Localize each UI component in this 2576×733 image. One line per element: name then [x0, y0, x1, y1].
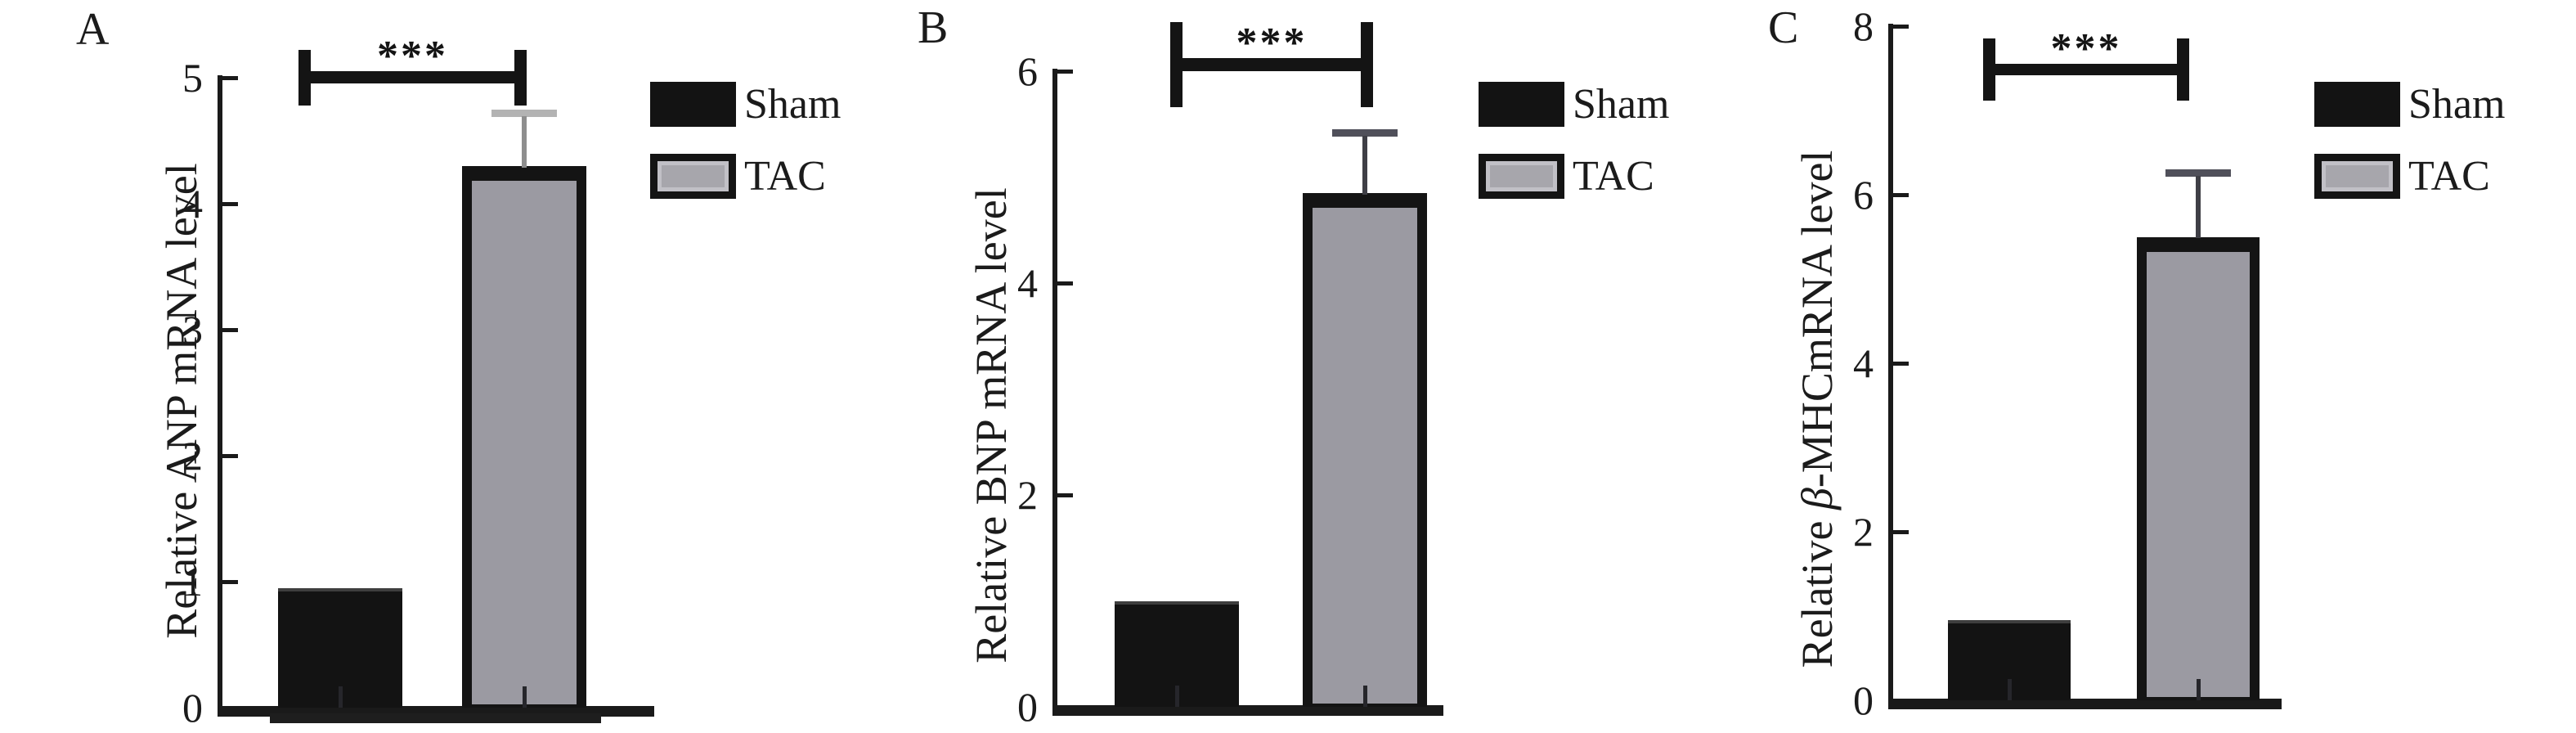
- error-bar-stem: [2196, 176, 2201, 239]
- significance-bracket-cap-left: [1170, 22, 1183, 107]
- bar-tac-fill: [1313, 207, 1417, 704]
- x-tick: [2197, 679, 2201, 700]
- y-tick: [1057, 493, 1073, 497]
- error-bar-cap: [2165, 169, 2231, 178]
- legend: Sham TAC: [1479, 82, 1669, 226]
- y-tick: [222, 202, 238, 206]
- y-tick-label: 2: [182, 433, 203, 479]
- bar-tac: [1303, 192, 1427, 707]
- y-tick: [222, 328, 238, 332]
- y-tick: [1893, 362, 1909, 366]
- y-tick-label: 4: [1017, 260, 1038, 306]
- y-axis-label: Relative BNP mRNA level: [967, 187, 1016, 663]
- significance-bracket-bar: [1176, 58, 1367, 71]
- legend-label-tac: TAC: [2408, 152, 2490, 200]
- legend-item-sham: Sham: [2314, 82, 2505, 127]
- significance-label: ***: [1236, 20, 1308, 66]
- bar-tac: [2137, 236, 2260, 700]
- y-tick: [222, 580, 238, 584]
- x-tick: [2008, 679, 2012, 700]
- legend-item-tac: TAC: [1479, 154, 1669, 199]
- error-bar-stem: [522, 115, 527, 168]
- legend-label-sham: Sham: [1573, 80, 1670, 128]
- legend: Sham TAC: [2314, 82, 2505, 226]
- significance-label: ***: [2050, 25, 2122, 72]
- significance-bracket-cap-left: [1983, 38, 1995, 101]
- significance-bracket-bar: [1989, 64, 2183, 75]
- significance-bracket-cap-right: [2177, 38, 2189, 101]
- y-axis: [218, 75, 222, 717]
- bar-tac: [462, 165, 586, 708]
- y-tick-label: 0: [1017, 684, 1038, 730]
- y-tick-label: 2: [1853, 509, 1874, 555]
- legend-swatch-sham: [2314, 82, 2400, 127]
- legend-item-tac: TAC: [2314, 154, 2505, 199]
- legend-item-sham: Sham: [1479, 82, 1669, 127]
- y-tick: [222, 454, 238, 458]
- y-tick: [1057, 70, 1073, 74]
- y-axis-label: Relative β-MHCmRNA level: [1793, 150, 1842, 668]
- legend-swatch-sham: [650, 82, 736, 127]
- x-tick: [339, 686, 343, 708]
- y-tick: [1893, 193, 1909, 197]
- panel-letter: C: [1768, 2, 1799, 53]
- error-bar-cap: [1332, 129, 1398, 137]
- bar-tac-fill: [472, 180, 577, 704]
- y-tick-label: 1: [182, 559, 203, 605]
- y-tick-label: 5: [182, 55, 203, 101]
- bar-tac-fill: [2147, 251, 2250, 697]
- y-axis: [1052, 69, 1057, 716]
- legend-item-sham: Sham: [650, 82, 841, 127]
- legend-swatch-tac: [2314, 154, 2400, 199]
- x-tick: [523, 686, 527, 708]
- y-tick-label: 6: [1853, 172, 1874, 218]
- significance-label: ***: [377, 33, 448, 79]
- y-tick-label: 2: [1017, 472, 1038, 518]
- panel-letter: B: [918, 2, 949, 53]
- error-bar-stem: [1362, 136, 1367, 195]
- legend: Sham TAC: [650, 82, 841, 226]
- x-axis: [1888, 699, 2282, 709]
- error-bar-cap: [491, 109, 557, 117]
- panel-c: C Relative β-MHCmRNA level Sham TAC 0 2 4 6…: [1717, 0, 2576, 733]
- panel-letter: A: [76, 4, 110, 55]
- y-tick: [1893, 25, 1909, 29]
- significance-bracket-bar: [304, 71, 521, 83]
- panel-b: B Relative BNP mRNA level Sham TAC 0 2 4 6 *…: [859, 0, 1717, 733]
- y-tick-label: 0: [1853, 677, 1874, 723]
- y-tick: [1893, 530, 1909, 534]
- significance-bracket-cap-right: [514, 49, 527, 106]
- legend-label-sham: Sham: [2408, 80, 2506, 128]
- y-tick-label: 6: [1017, 48, 1038, 94]
- legend-item-tac: TAC: [650, 154, 841, 199]
- y-tick-label: 3: [182, 307, 203, 353]
- legend-label-tac: TAC: [1573, 152, 1654, 200]
- y-tick-label: 4: [1853, 340, 1874, 386]
- legend-label-sham: Sham: [744, 80, 841, 128]
- significance-bracket-cap-right: [1361, 22, 1373, 107]
- y-tick-label: 8: [1853, 3, 1874, 49]
- y-tick-label: 0: [182, 685, 203, 731]
- legend-label-tac: TAC: [744, 152, 826, 200]
- significance-bracket-cap-left: [298, 49, 311, 106]
- y-tick-label: 4: [182, 181, 203, 227]
- y-axis: [1888, 24, 1893, 709]
- x-axis: [1052, 705, 1443, 716]
- legend-swatch-sham: [1479, 82, 1564, 127]
- x-tick: [1363, 686, 1367, 707]
- legend-swatch-tac: [1479, 154, 1564, 199]
- legend-swatch-tac: [650, 154, 736, 199]
- y-tick: [1057, 281, 1073, 286]
- x-tick: [1175, 686, 1179, 707]
- x-axis-shadow: [270, 713, 601, 723]
- y-tick: [222, 76, 238, 80]
